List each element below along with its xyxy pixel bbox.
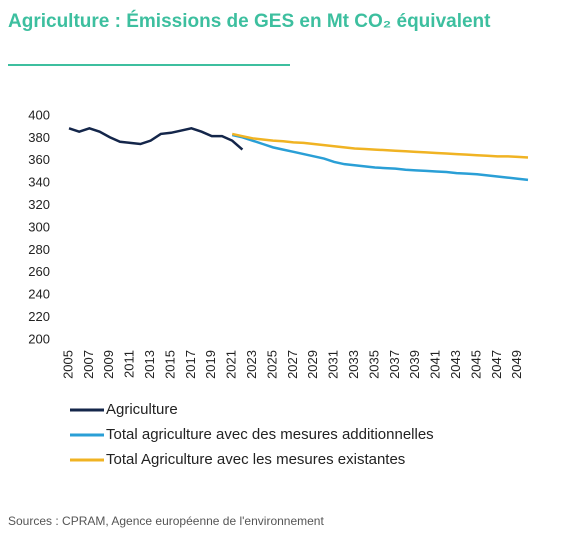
x-tick-label: 2039 bbox=[407, 350, 422, 379]
y-tick-label: 200 bbox=[28, 331, 50, 346]
y-tick-label: 400 bbox=[28, 107, 50, 122]
y-tick-label: 340 bbox=[28, 175, 50, 190]
x-tick-label: 2047 bbox=[489, 350, 504, 379]
x-tick-label: 2009 bbox=[101, 350, 116, 379]
series-line bbox=[68, 127, 244, 151]
x-tick-label: 2031 bbox=[326, 350, 341, 379]
x-tick-label: 2015 bbox=[162, 350, 177, 379]
y-tick-label: 240 bbox=[28, 287, 50, 302]
legend-label: Total agriculture avec des mesures addit… bbox=[106, 426, 434, 443]
x-tick-label: 2021 bbox=[224, 350, 239, 379]
x-tick-label: 2005 bbox=[60, 350, 75, 379]
source-note: Sources : CPRAM, Agence européenne de l'… bbox=[8, 514, 324, 528]
x-tick-label: 2043 bbox=[448, 350, 463, 379]
y-tick-label: 380 bbox=[28, 130, 50, 145]
y-tick-label: 260 bbox=[28, 264, 50, 279]
x-tick-label: 2045 bbox=[468, 350, 483, 379]
x-tick-label: 2007 bbox=[81, 350, 96, 379]
x-tick-label: 2049 bbox=[509, 350, 524, 379]
x-tick-label: 2033 bbox=[346, 350, 361, 379]
legend-label: Total Agriculture avec les mesures exist… bbox=[106, 451, 405, 468]
x-tick-label: 2027 bbox=[285, 350, 300, 379]
x-tick-label: 2017 bbox=[183, 350, 198, 379]
y-tick-label: 220 bbox=[28, 309, 50, 324]
series-line bbox=[231, 132, 529, 159]
legend-label: Agriculture bbox=[106, 401, 178, 418]
y-tick-label: 360 bbox=[28, 152, 50, 167]
y-tick-label: 280 bbox=[28, 242, 50, 257]
y-tick-label: 320 bbox=[28, 197, 50, 212]
x-tick-label: 2029 bbox=[305, 350, 320, 379]
y-tick-label: 300 bbox=[28, 219, 50, 234]
x-tick-label: 2019 bbox=[203, 350, 218, 379]
x-tick-label: 2041 bbox=[428, 350, 443, 379]
x-tick-label: 2037 bbox=[387, 350, 402, 379]
x-tick-label: 2011 bbox=[122, 350, 137, 378]
x-tick-label: 2035 bbox=[366, 350, 381, 379]
series-line bbox=[231, 133, 529, 182]
x-tick-label: 2025 bbox=[264, 350, 279, 379]
chart-title: Agriculture : Émissions de GES en Mt CO₂… bbox=[8, 10, 491, 32]
x-tick-label: 2013 bbox=[142, 350, 157, 379]
x-tick-label: 2023 bbox=[244, 350, 259, 379]
